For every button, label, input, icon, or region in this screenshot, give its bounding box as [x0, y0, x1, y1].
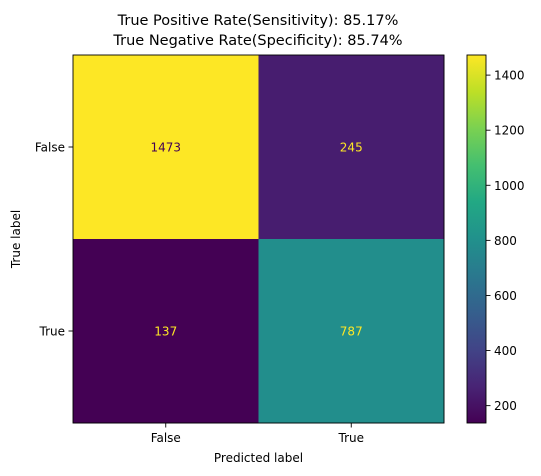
colorbar-tick-label-1400: 1400	[494, 69, 525, 83]
cell-value-1-0: 137	[154, 325, 177, 339]
cell-value-0-0: 1473	[150, 141, 181, 155]
x-axis-label: Predicted label	[214, 451, 303, 465]
plot-frame	[72, 54, 445, 424]
cell-annotations: 1473 245 137 787	[150, 141, 362, 339]
y-axis: False True	[35, 141, 73, 339]
x-tick-label-false: False	[151, 431, 181, 445]
colorbar-tick-label-1200: 1200	[494, 124, 525, 138]
colorbar-tick-label-200: 200	[494, 399, 517, 413]
colorbar	[466, 54, 487, 424]
heatmap-cells	[73, 55, 445, 424]
colorbar-tick-label-800: 800	[494, 234, 517, 248]
y-tick-label-false: False	[35, 141, 65, 155]
x-axis: False True	[151, 423, 364, 445]
colorbar-tick-label-400: 400	[494, 344, 517, 358]
heatmap-cell-1-0	[73, 239, 259, 424]
chart-title-line-1: True Positive Rate(Sensitivity): 85.17%	[117, 13, 399, 29]
heatmap-cell-0-1	[258, 55, 445, 240]
cell-value-0-1: 245	[340, 141, 363, 155]
y-tick-label-true: True	[39, 325, 66, 339]
colorbar-ticks: 200 400 600 800 1000 1200 1400	[486, 69, 525, 413]
heatmap-cell-0-0	[73, 55, 259, 240]
chart-title-line-2: True Negative Rate(Specificity): 85.74%	[112, 33, 402, 49]
y-axis-label: True label	[9, 210, 23, 269]
heatmap-cell-1-1	[258, 239, 445, 424]
cell-value-1-1: 787	[340, 325, 363, 339]
colorbar-tick-label-1000: 1000	[494, 179, 525, 193]
colorbar-tick-label-600: 600	[494, 289, 517, 303]
x-tick-label-true: True	[338, 431, 365, 445]
